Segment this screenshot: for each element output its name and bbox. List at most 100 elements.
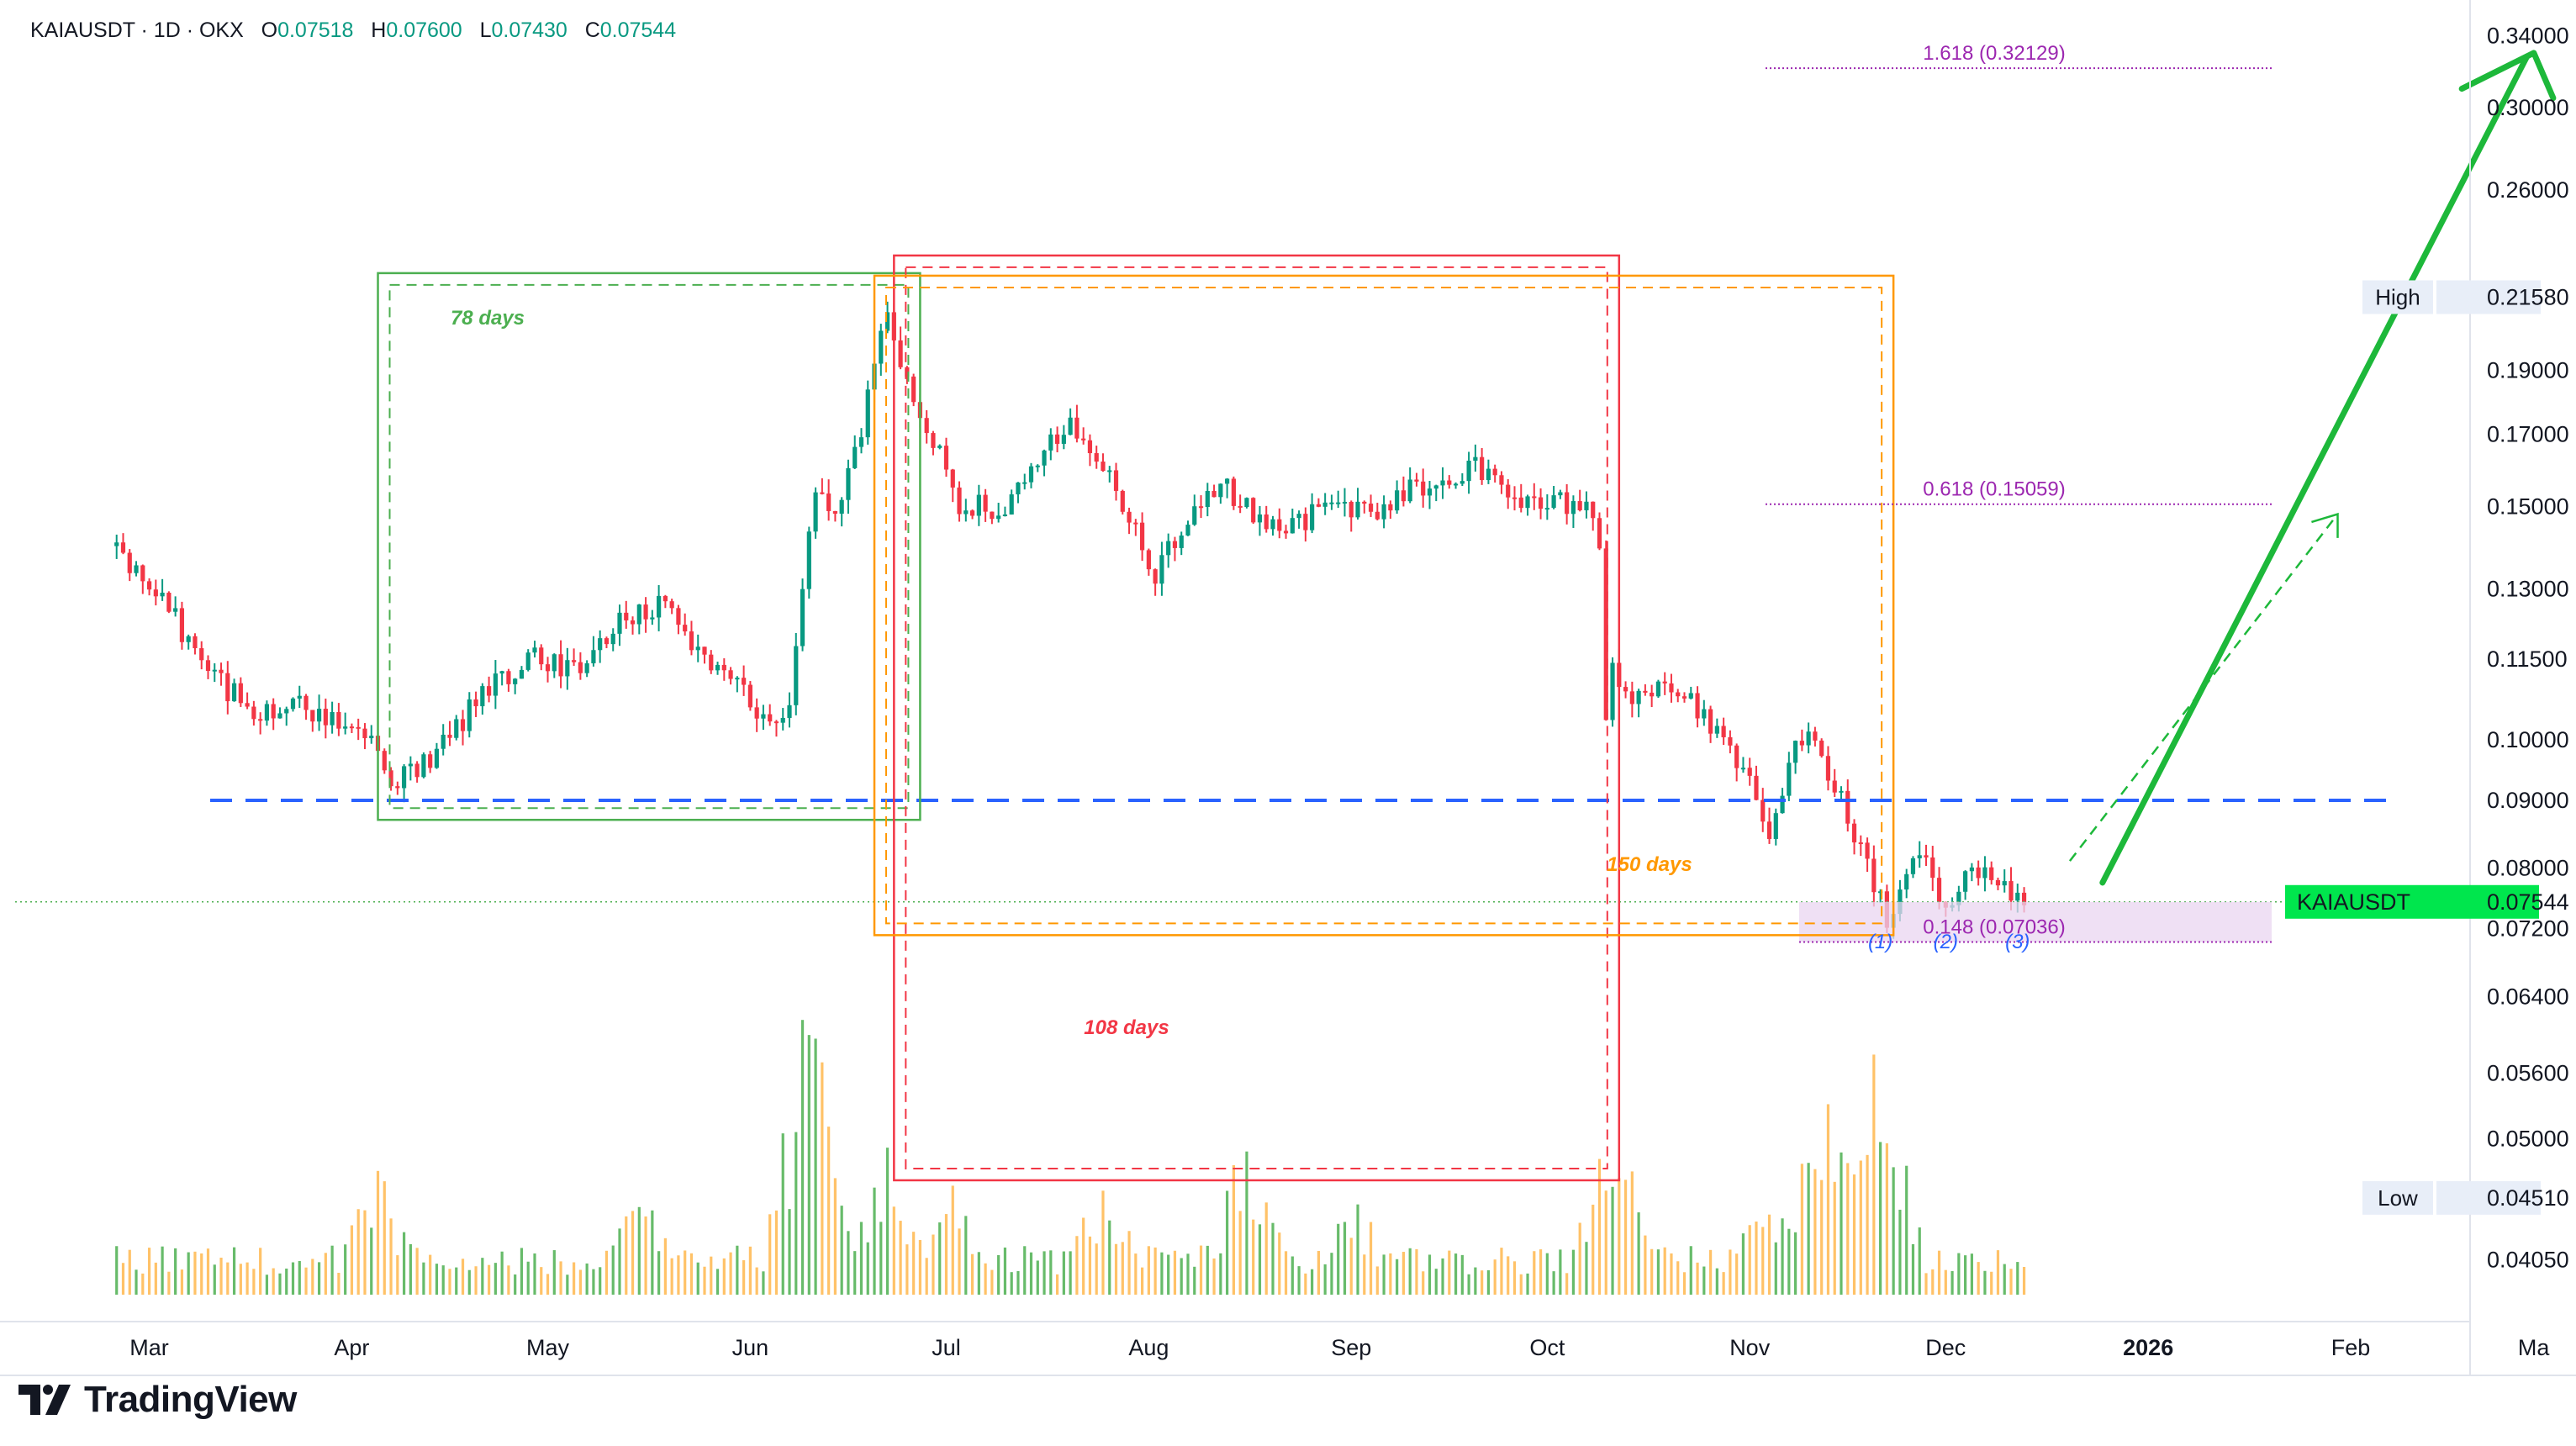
drawings-layer [15,50,2557,1182]
volume-bar [1767,1214,1771,1295]
candle-body [1231,478,1236,506]
candle-body [773,721,779,724]
low-marker-tag: Low [2378,1185,2418,1211]
volume-bar [1245,1151,1248,1295]
time-tick-label: Mar [129,1335,169,1360]
candle-body [1329,502,1334,504]
candle-body [1486,468,1491,481]
volume-bar [1297,1266,1301,1295]
volume-bar [670,1258,673,1295]
open-value: 0.07518 [277,18,354,42]
volume-bar [1924,1273,1928,1295]
candle-body [1780,795,1785,814]
volume-bar [1944,1269,1947,1295]
candle-body [1806,731,1811,746]
volume-bar [1108,1220,1111,1295]
volume-bar [925,1258,928,1295]
volume-bar [422,1262,425,1295]
volume-bar [135,1269,138,1295]
volume-bar [245,1262,249,1295]
candle-body [1068,417,1073,435]
candle-body [565,660,570,677]
volume-bar [1258,1224,1262,1295]
volume-bar [631,1211,635,1295]
volume-bar [1088,1236,1092,1295]
volume-bar [1539,1249,1543,1295]
volume-bar [402,1232,406,1295]
volume-bar [1604,1190,1607,1295]
volume-bar [1977,1262,1980,1295]
volume-bar [252,1269,256,1295]
volume-bar [905,1244,909,1295]
volume-bar [788,1209,791,1295]
price-axis[interactable]: 0.34000 0.30000 0.26000 0.19000 0.17000 0.150… [2285,23,2569,1272]
volume-bar [1722,1272,1725,1295]
candle-body [1512,497,1518,499]
time-tick-label: 2026 [2123,1335,2173,1360]
candle-body [1676,692,1681,697]
volume-bar [833,1178,837,1295]
candle-body [1433,485,1438,489]
time-tick-label: May [526,1335,570,1360]
volume-bar [885,1148,889,1295]
candle-body [1799,741,1804,746]
volume-bar [389,1218,393,1295]
candle-body [1982,867,1987,879]
candle-body [702,646,707,655]
price-tick-label: 0.19000 [2487,358,2569,383]
volume-bar [147,1248,151,1295]
candle-body [1551,495,1556,509]
candle-body [539,647,544,665]
volume-bar [1656,1249,1660,1295]
tradingview-logo[interactable]: TradingView [18,1379,297,1421]
price-tick-label: 0.04050 [2487,1247,2569,1272]
volume-bar [970,1253,974,1295]
candle-body [839,499,844,515]
candle-body [1623,687,1628,692]
volume-bar [1507,1256,1510,1295]
volume-bar [1755,1222,1758,1295]
volume-bar [866,1242,869,1295]
volume-bar [363,1210,367,1295]
candle-body [1185,525,1190,536]
candle-body [205,660,211,671]
volume-bar [1343,1222,1347,1295]
time-tick-label: Jul [932,1335,961,1360]
candle-body [434,748,440,768]
symbol-header[interactable]: KAIAUSDT · 1D · OKX O0.07518 H0.07600 L0… [30,18,676,43]
candle-body [624,612,629,620]
volume-bar [474,1266,478,1295]
volume-bar [1121,1242,1124,1295]
candle-body [931,433,936,448]
volume-bar [1291,1256,1294,1295]
volume-bar [141,1273,145,1295]
open-label: O [261,18,278,42]
green-box-inner [388,283,910,810]
volume-bar [2016,1262,2019,1295]
volume-bar [1630,1171,1634,1295]
candle-body [630,620,636,625]
candle-body [937,446,942,448]
volume-bar [1592,1204,1595,1295]
time-axis[interactable]: Mar Apr May Jun Jul Aug Sep Oct Nov Dec 2026 Feb Ma [129,1335,2550,1360]
time-tick-label: Jun [732,1335,769,1360]
candle-body [1427,488,1433,496]
candle-body [591,650,596,663]
candle-body [1270,519,1275,530]
volume-bar [200,1253,203,1295]
volume-bar [1526,1273,1529,1295]
candle-body [1629,691,1634,705]
fib-level-label: 0.618 (0.15059) [1923,478,2065,501]
volume-bar [180,1269,184,1295]
volume-bar [298,1261,301,1295]
volume-bar [1597,1158,1602,1295]
volume-bar [1585,1242,1588,1295]
volume-bar [1082,1217,1085,1295]
volume-bar [958,1228,961,1295]
candle-body [1584,501,1589,510]
volume-bar [1807,1163,1810,1295]
volume-bar [494,1263,497,1295]
volume-bar [847,1231,850,1295]
volume-bar [1519,1274,1523,1295]
